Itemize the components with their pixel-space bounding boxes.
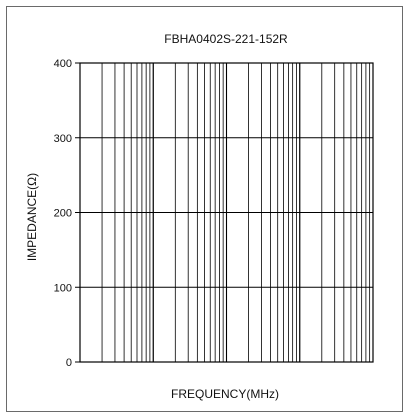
y-tick-label: 100 bbox=[54, 282, 72, 294]
chart-title: FBHA0402S-221-152R bbox=[164, 32, 288, 46]
y-axis-ticks: 0 100 200 300 400 bbox=[54, 58, 80, 369]
y-tick-label: 200 bbox=[54, 208, 72, 220]
y-tick-label: 400 bbox=[54, 58, 72, 70]
horizontal-grid bbox=[80, 137, 373, 288]
x-axis-label: FREQUENCY(MHz) bbox=[171, 387, 279, 401]
y-tick-label: 0 bbox=[66, 357, 72, 369]
y-tick-label: 300 bbox=[54, 133, 72, 145]
y-axis-label: IMPEDANCE(Ω) bbox=[25, 173, 39, 261]
